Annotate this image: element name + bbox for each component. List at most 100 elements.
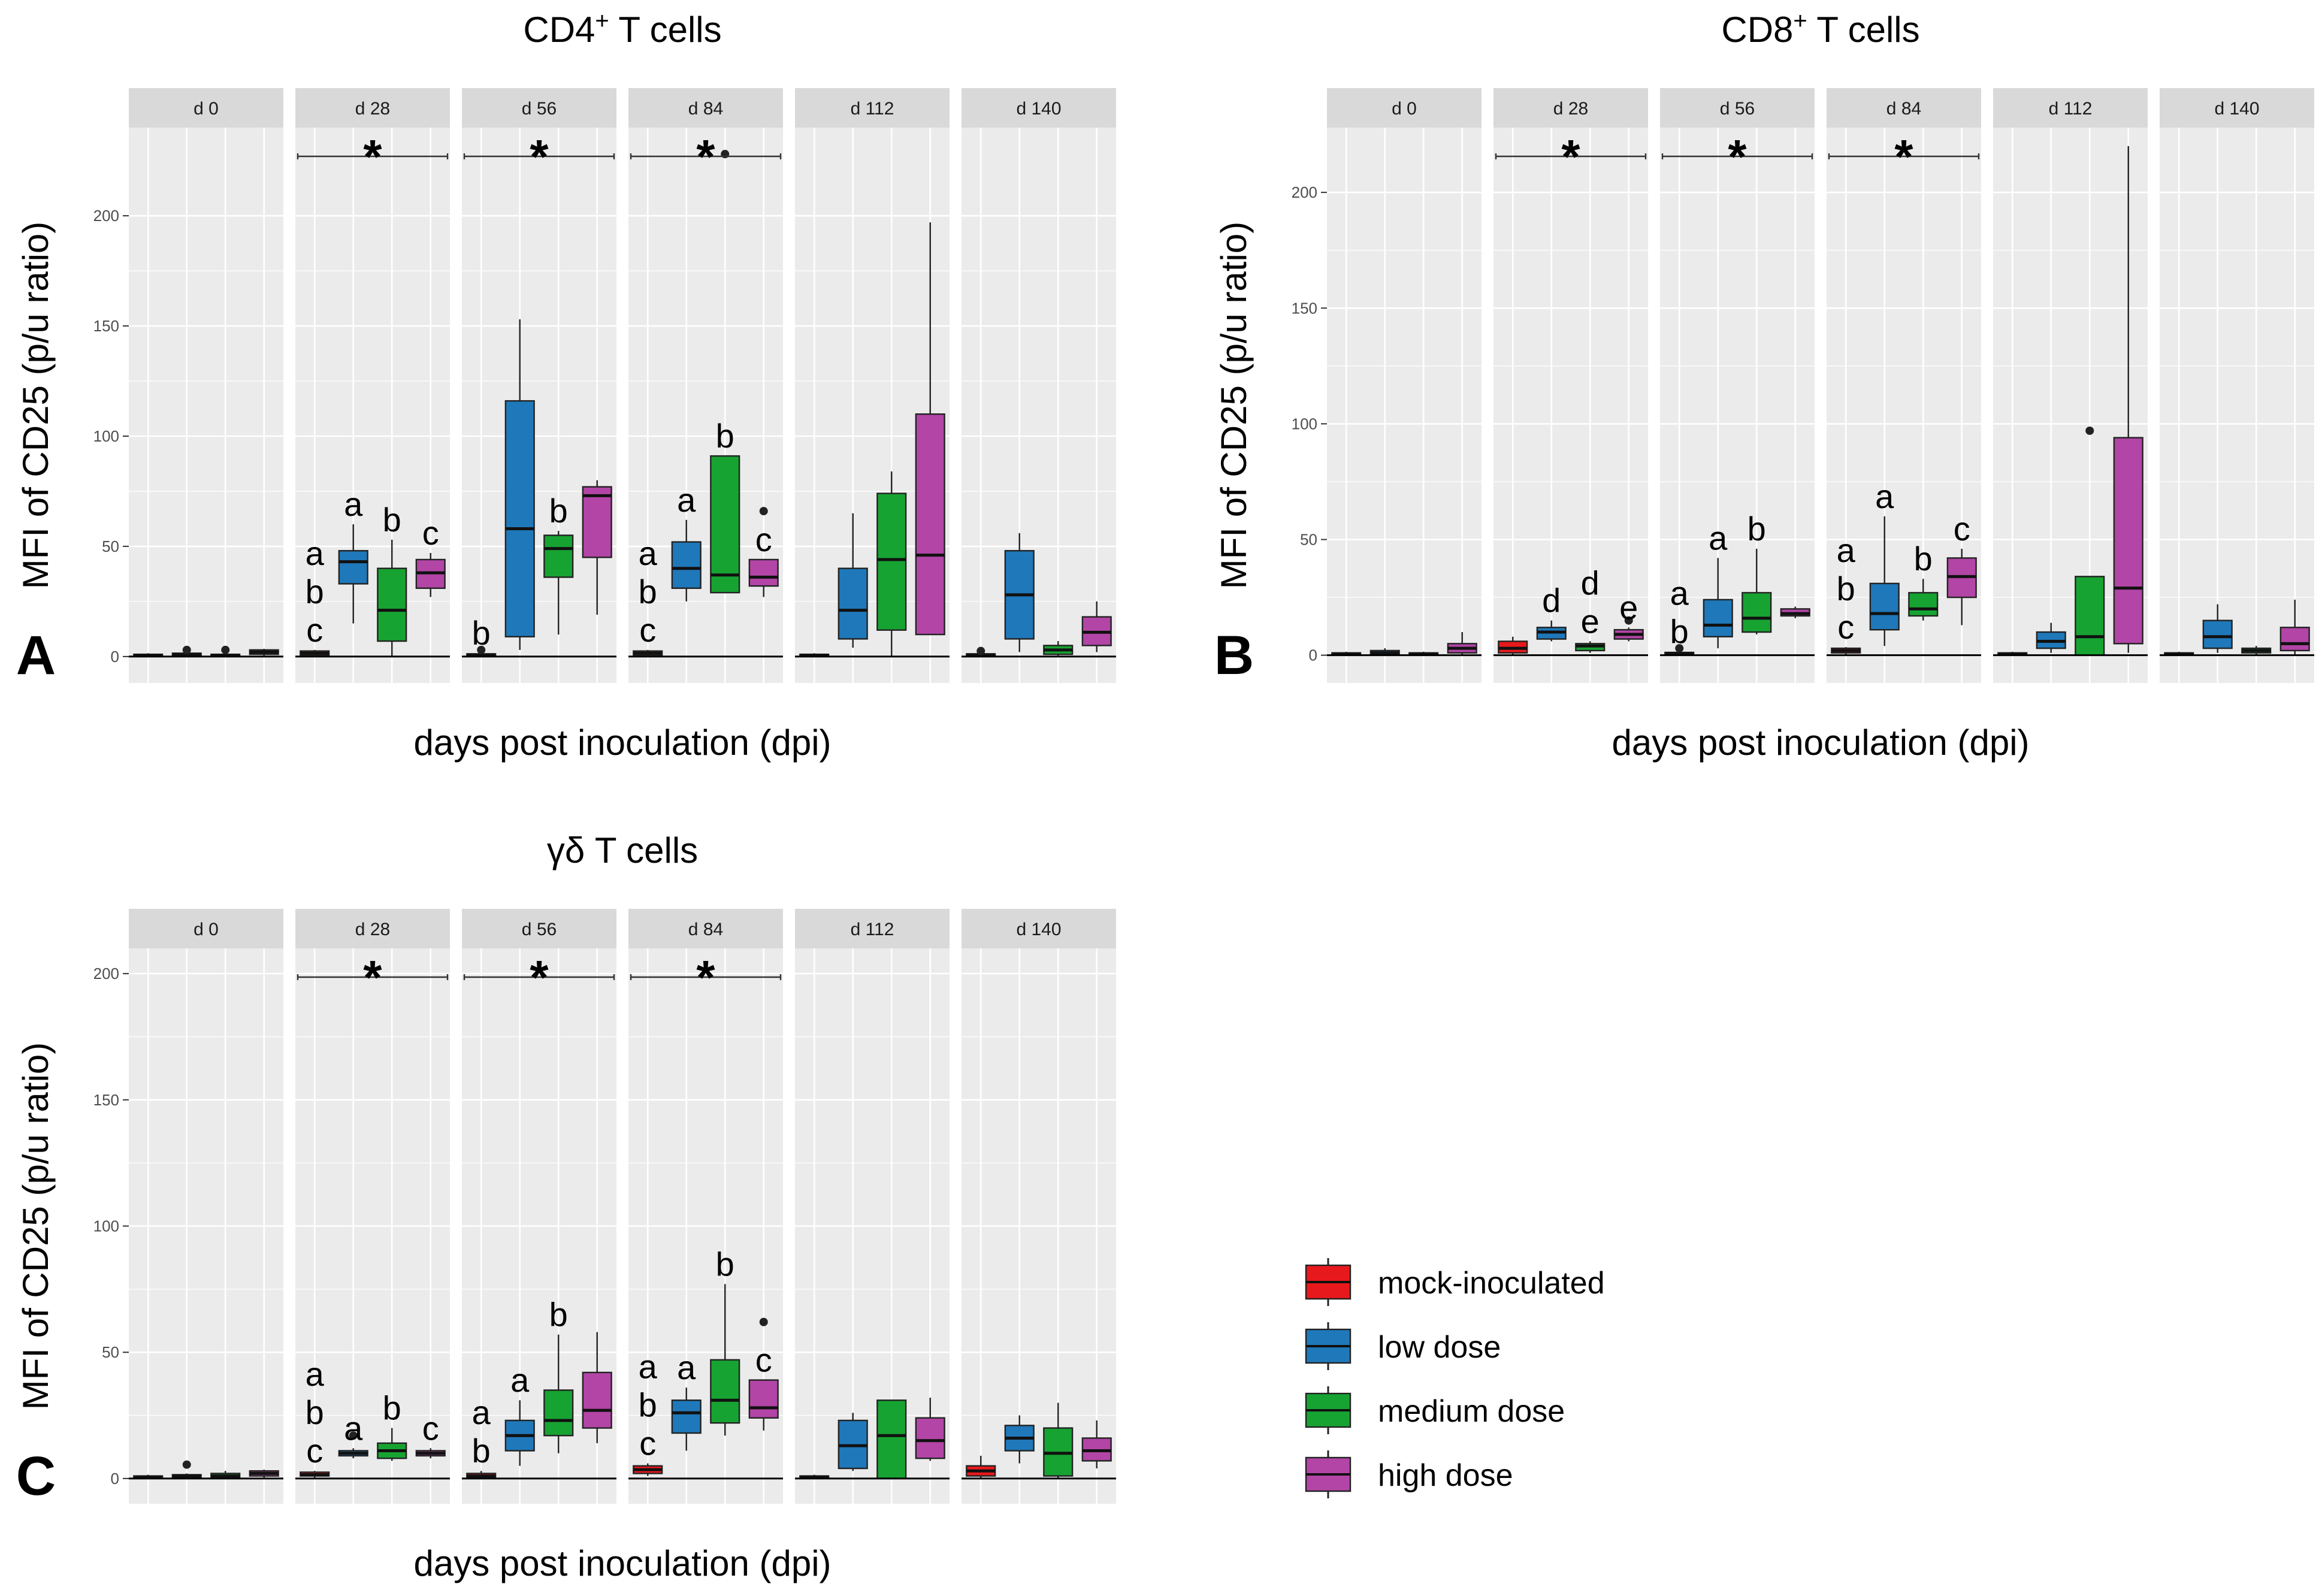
box-medium: b: [377, 501, 407, 657]
facet-panel: d 28d de e*: [1493, 88, 1648, 683]
legend-item-high: high dose: [1305, 1450, 1513, 1498]
facet-strip-label: d 140: [1016, 920, 1061, 939]
box-medium: [1043, 641, 1074, 657]
box-high: [1780, 606, 1810, 618]
facet-panel: d 0: [129, 88, 283, 683]
outlier-point: [182, 1460, 191, 1469]
significance-star: *: [1894, 130, 1913, 183]
box-body: [504, 400, 535, 637]
facet-panel: d 56 b b *: [462, 88, 616, 683]
box-high: c: [415, 1409, 446, 1459]
y-axis-label: MFI of CD25 (p/u ratio): [1214, 222, 1254, 590]
significance-letter: b: [716, 1245, 734, 1283]
legend-label: mock-inoculated: [1378, 1266, 1605, 1301]
significance-letter: a: [677, 1349, 696, 1386]
y-tick-label: 0: [111, 1470, 119, 1488]
box-low: [1004, 1415, 1035, 1464]
significance-letter: b: [639, 1386, 657, 1424]
box-high: [249, 1470, 279, 1479]
facet-strip: [795, 909, 950, 948]
box-high: [582, 1332, 612, 1443]
significance-letter: b: [383, 1389, 401, 1427]
facet-plot-area: [1660, 128, 1815, 683]
facet-strip: [129, 909, 283, 948]
box-low: [2036, 622, 2066, 653]
significance-letter: b: [472, 614, 491, 652]
chart-panel-C: γδ T cells MFI of CD25 (p/u ratio) days po…: [16, 830, 1116, 1583]
facet-strip: [628, 88, 783, 128]
y-tick-label: 200: [93, 965, 119, 983]
box-low: [1369, 648, 1400, 655]
significance-letter: b: [549, 1296, 568, 1334]
box-body: [1908, 592, 1939, 617]
significance-letter: a: [1837, 531, 1856, 569]
box-high: [1081, 601, 1112, 652]
box-medium: b: [1742, 510, 1772, 634]
panel-letter: A: [16, 625, 56, 686]
facet-plot-area: [295, 128, 450, 683]
box-body: [838, 567, 868, 640]
significance-letter: a: [677, 481, 696, 519]
box-low: [171, 645, 202, 657]
box-low: a: [338, 1409, 368, 1459]
significance-letter: b: [1747, 510, 1766, 548]
box-medium: b: [543, 492, 574, 635]
box-high: [1081, 1420, 1112, 1469]
chart-title: γδ T cells: [547, 830, 698, 870]
facet-strip: [962, 88, 1116, 128]
legend-item-medium: medium dose: [1305, 1386, 1565, 1434]
facet-plot-area: [462, 128, 616, 683]
significance-letter: b: [472, 1432, 491, 1470]
facet-plot-area: [1493, 128, 1648, 683]
box-body: [915, 1417, 945, 1459]
y-tick-label: 50: [1300, 531, 1317, 549]
box-high: c: [748, 1317, 779, 1431]
box-mock: abc: [300, 1355, 330, 1479]
chart-title: CD8+ T cells: [1721, 8, 1919, 50]
box-body: [2279, 627, 2310, 652]
y-axis-label: MFI of CD25 (p/u ratio): [16, 1042, 56, 1410]
chart-title-main: CD4: [523, 10, 595, 50]
chart-title-superscript: +: [595, 8, 609, 34]
facet-plot-area: [962, 128, 1116, 683]
facet-plot-area: [129, 128, 283, 683]
facet-strip-label: d 112: [2049, 99, 2093, 119]
box-low: [171, 1460, 202, 1479]
panel-letter: C: [16, 1446, 56, 1507]
y-tick-label: 50: [102, 537, 119, 555]
significance-letter: c: [755, 1341, 772, 1379]
y-tick-label: 100: [93, 427, 119, 445]
box-body: [582, 486, 612, 558]
box-medium: b: [377, 1389, 407, 1461]
significance-letter: a: [1875, 477, 1894, 515]
significance-letter: c: [422, 514, 439, 552]
facet-strip-label: d 84: [1886, 99, 1921, 119]
chart-panel-B: CD8+ T cells MFI of CD25 (p/u ratio) days …: [1214, 8, 2314, 763]
box-high: [2113, 146, 2143, 653]
box-body: [748, 1379, 779, 1419]
facet-strip: [628, 909, 783, 948]
box-mock: abc: [633, 1348, 663, 1476]
significance-letter: c: [639, 1425, 656, 1462]
box-low: [504, 319, 535, 650]
box-body: [876, 492, 907, 631]
significance-letter: a: [306, 534, 325, 572]
chart-title: CD4+ T cells: [523, 8, 721, 50]
legend: mock-inoculated low dose medium dose high d…: [1305, 1258, 1605, 1498]
facet-strip: [1493, 88, 1648, 128]
outlier-point: [1624, 616, 1633, 625]
y-tick-label: 200: [1292, 183, 1317, 201]
significance-star: *: [530, 951, 549, 1004]
facet-strip-label: d 56: [522, 920, 557, 939]
facet-panel: d 140: [962, 909, 1116, 1504]
box-body: [671, 541, 702, 590]
significance-letter: c: [639, 611, 656, 649]
facet-strip-label: d 140: [1016, 99, 1061, 119]
box-body: [710, 455, 740, 594]
significance-letter: c: [306, 1432, 323, 1470]
